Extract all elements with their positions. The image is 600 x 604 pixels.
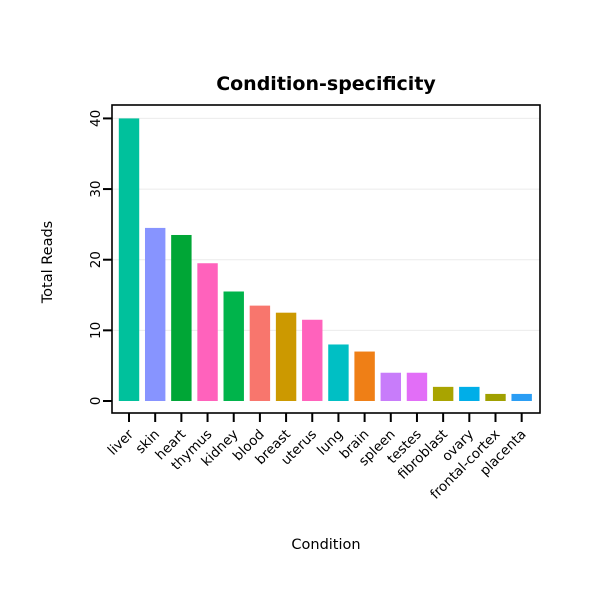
- y-tick-label: 10: [88, 322, 104, 339]
- y-tick-label: 40: [88, 110, 104, 127]
- y-tick-label: 30: [88, 180, 104, 197]
- bar-spleen: [380, 372, 401, 401]
- bar-skin: [144, 227, 166, 401]
- chart-title: Condition-specificity: [216, 73, 436, 95]
- bar-liver: [118, 118, 140, 401]
- bar-placenta: [511, 393, 532, 401]
- bar-frontal-cortex: [485, 393, 506, 401]
- x-axis-label: Condition: [291, 537, 360, 553]
- y-tick-label: 20: [88, 251, 104, 268]
- x-tick-label-liver: liver: [105, 426, 137, 458]
- y-axis-label: Total Reads: [40, 221, 56, 304]
- bar-breast: [275, 312, 297, 401]
- bar-kidney: [223, 291, 244, 401]
- bar-blood: [249, 305, 271, 401]
- bar-heart: [171, 234, 192, 401]
- bar-ovary: [459, 386, 480, 401]
- bar-thymus: [197, 263, 218, 401]
- bar-uterus: [302, 319, 323, 401]
- bar-testes: [406, 372, 428, 401]
- bar-brain: [354, 351, 375, 401]
- y-tick-label: 0: [88, 397, 104, 406]
- bar-fibroblast: [432, 386, 454, 401]
- bar-lung: [328, 344, 349, 401]
- plot-area: 010203040liverskinheartthymuskidneyblood…: [88, 104, 541, 503]
